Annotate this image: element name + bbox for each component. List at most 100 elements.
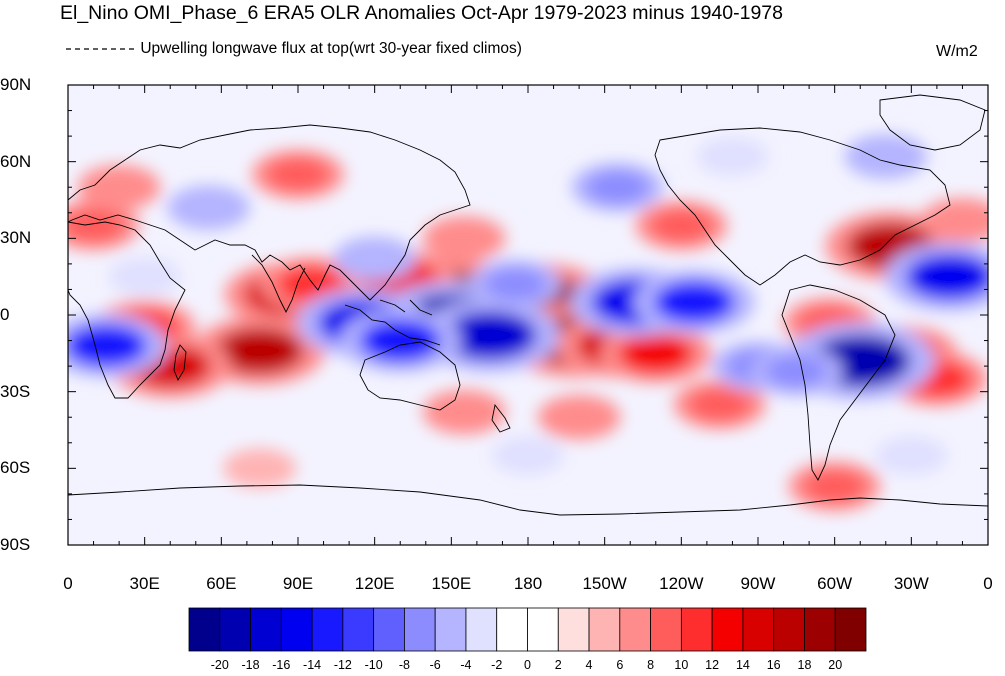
colorbar-label: -4 (460, 658, 472, 672)
colorbar-box (465, 607, 498, 652)
anomaly-core-39 (347, 243, 403, 274)
anomaly-core-42 (708, 143, 757, 170)
coastlines (68, 94, 988, 516)
colorbar-box (373, 607, 405, 652)
anomaly-core-6 (216, 327, 304, 374)
colorbar-box (711, 607, 744, 652)
anomaly-core-25 (551, 402, 607, 433)
colorbar-box (280, 607, 313, 652)
colorbar-label: -8 (398, 658, 410, 672)
coastline-africa (68, 221, 186, 399)
colorbar-label: 8 (647, 658, 655, 672)
colorbar-label: 12 (705, 658, 720, 672)
anomaly-core-20 (934, 205, 988, 236)
lon-label: 30E (129, 574, 160, 593)
colorbar-box (680, 607, 713, 652)
anomaly-core-33 (906, 253, 988, 300)
coastline-indonesia (344, 299, 441, 346)
coastline-north-america (654, 127, 951, 286)
coastline-greenland (879, 94, 986, 151)
colorbar-box (527, 607, 559, 652)
colorbar-label: -12 (333, 658, 352, 672)
lat-label: 60N (0, 151, 32, 171)
lon-label: 150E (431, 574, 472, 593)
colorbar-box (496, 607, 528, 652)
units-label: W/m2 (936, 43, 978, 60)
lat-label: 90N (0, 75, 32, 94)
anomaly-core-43 (120, 263, 170, 290)
colorbar-box (250, 607, 282, 652)
colorbar-label: -20 (210, 658, 229, 672)
colorbar-box (188, 607, 221, 652)
colorbar-box (311, 607, 344, 652)
lat-label: 60S (0, 458, 31, 478)
coastline-madagascar (173, 344, 187, 382)
colorbar-label: 18 (797, 658, 812, 672)
lon-label: 0 (63, 574, 73, 593)
colorbar-label: 6 (616, 658, 624, 672)
dashed-legend-icon (66, 48, 134, 50)
coastline-india (251, 254, 306, 314)
coastline-australia (359, 341, 461, 411)
anomaly-core-44 (503, 442, 553, 469)
colorbar-label: 4 (585, 658, 593, 672)
plot-title: El_Nino OMI_Phase_6 ERA5 OLR Anomalies O… (60, 2, 783, 24)
anomaly-core-17 (91, 172, 147, 203)
anomaly-core-19 (650, 209, 713, 242)
anomaly-core-24 (235, 455, 285, 482)
colorbar-label: -6 (429, 658, 441, 672)
colorbar-box (650, 607, 682, 652)
subtitle-legend: Upwelling longwave flux at top (140, 40, 349, 57)
anomaly-core-38 (765, 354, 828, 388)
colorbar-box (742, 607, 775, 652)
anomaly-core-23 (436, 397, 492, 427)
anomaly-core-21 (688, 388, 751, 421)
colorbar-box (557, 607, 590, 652)
anomaly-core-18 (436, 223, 492, 254)
coastline-antarctica (68, 484, 988, 516)
lat-label: 30N (0, 228, 32, 248)
colorbar-label: -16 (272, 658, 291, 672)
anomaly-core-40 (180, 192, 237, 223)
colorbar-box (619, 607, 651, 652)
anomaly-field (68, 134, 988, 511)
colorbar-label: 20 (828, 658, 843, 672)
lon-label: 60E (206, 574, 237, 593)
lat-label: 0 (0, 305, 10, 324)
anomaly-core-15 (68, 209, 125, 242)
subtitle: Upwelling longwave flux at top(wrt 30-ye… (66, 40, 522, 58)
colorbar-box (834, 607, 867, 652)
colorbar-label: 16 (766, 658, 781, 672)
subtitle-note: (wrt 30-year fixed climos) (348, 40, 522, 57)
colorbar-box (342, 607, 375, 652)
anomaly-core-36 (586, 170, 649, 204)
coastline-new-zealand (491, 403, 511, 433)
colorbar-label: -10 (364, 658, 383, 672)
colorbar-box (219, 607, 251, 652)
anomaly-core-41 (858, 141, 914, 172)
anomaly-core-16 (267, 158, 329, 191)
anomaly-core-35 (484, 267, 547, 301)
lon-label: 0 (983, 574, 993, 593)
colorbar-label: -14 (303, 658, 322, 672)
lon-label: 90W (740, 574, 776, 593)
colorbar-box (773, 607, 805, 652)
lon-label: 60W (817, 574, 853, 593)
anomaly-core-27 (442, 311, 537, 360)
lon-label: 120E (354, 574, 395, 593)
colorbar-box (434, 607, 467, 652)
colorbar-box (588, 607, 621, 652)
lon-label: 180 (513, 574, 543, 593)
lon-label: 150W (582, 574, 627, 593)
colorbar-label: 0 (524, 658, 531, 672)
colorbar-label: 10 (674, 658, 689, 672)
anomaly-core-45 (886, 442, 936, 469)
anomaly-core-22 (803, 469, 866, 503)
lon-label: 120W (659, 574, 704, 593)
colorbar-label: 2 (554, 658, 562, 672)
colorbar-box (804, 607, 836, 652)
lon-label: 30W (893, 574, 929, 593)
anomaly-core-34 (68, 324, 147, 367)
lon-label: 90E (282, 574, 314, 593)
